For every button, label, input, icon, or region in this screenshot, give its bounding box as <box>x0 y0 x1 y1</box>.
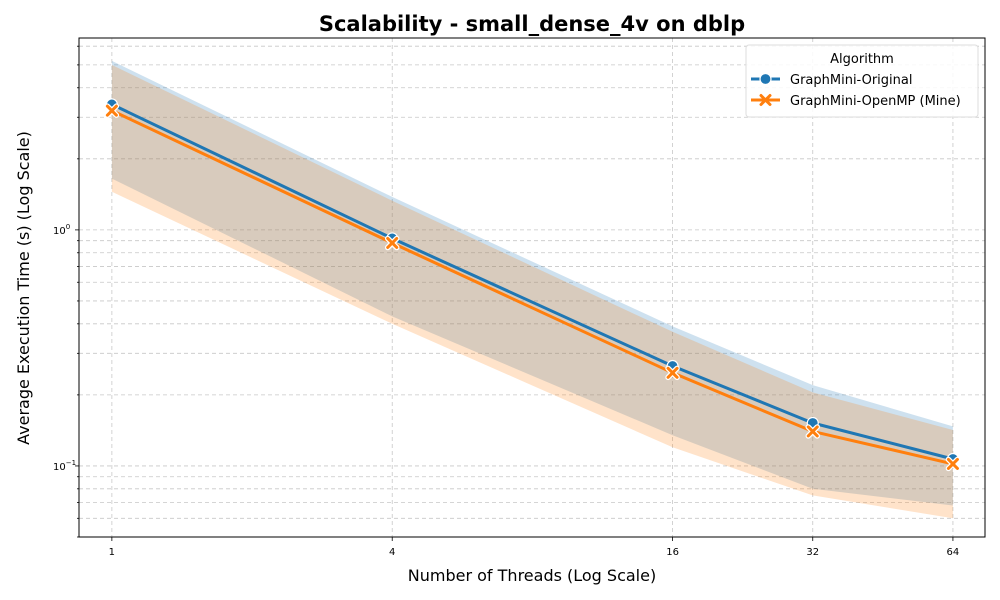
data-point <box>805 424 820 439</box>
plot-frame <box>78 37 986 538</box>
data-point <box>384 235 400 251</box>
legend-label: GraphMini-Original <box>790 73 912 88</box>
chart-title: Scalability - small_dense_4v on dblp <box>319 12 745 36</box>
data-point <box>665 365 680 381</box>
y-tick-label: 100 <box>53 223 70 237</box>
legend-marker <box>759 94 772 106</box>
series-markers <box>104 98 961 472</box>
y-axis-label: Average Execution Time (s) (Log Scale) <box>14 131 33 445</box>
legend-entries: GraphMini-Original GraphMini-OpenMP (Mine… <box>751 72 961 109</box>
data-point <box>104 103 120 118</box>
legend-title: Algorithm <box>830 52 894 67</box>
data-point <box>945 456 961 472</box>
legend-entry: GraphMini-Original <box>751 72 912 88</box>
y-tick-label: 10−1 <box>53 459 76 473</box>
legend: Algorithm GraphMini-Original GraphMini-Op… <box>745 44 979 118</box>
x-axis-ticks: 1 4 16 32 64 <box>109 537 960 558</box>
x-tick-label: 16 <box>666 547 679 558</box>
x-tick-label: 32 <box>806 547 819 558</box>
x-tick-label: 1 <box>109 547 115 558</box>
x-axis-label: Number of Threads (Log Scale) <box>408 566 656 585</box>
legend-entry: GraphMini-OpenMP (Mine) <box>751 94 961 109</box>
error-band <box>111 64 953 519</box>
legend-box <box>745 44 979 118</box>
x-tick-label: 4 <box>389 547 395 558</box>
legend-marker <box>759 72 772 86</box>
y-axis-ticks: 100 10−1 <box>53 45 79 538</box>
x-tick-label: 64 <box>947 547 960 558</box>
legend-label: GraphMini-OpenMP (Mine) <box>790 94 961 109</box>
